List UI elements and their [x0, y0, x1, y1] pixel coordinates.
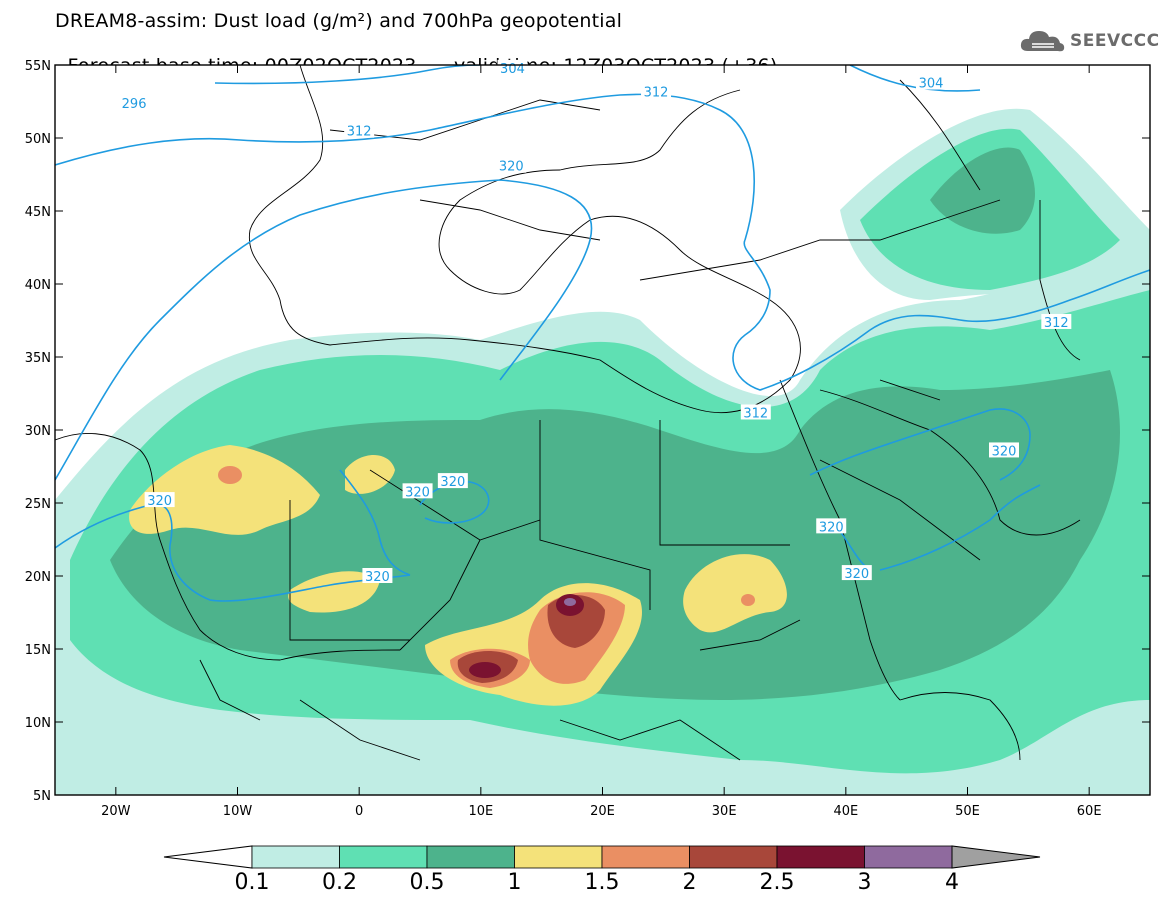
colorbar-threshold-label: 2: [682, 870, 697, 895]
cloud-icon: [1020, 31, 1065, 52]
contour-label: 312: [1044, 316, 1069, 331]
colorbar: [163, 845, 1041, 869]
colorbar-swatch: [601, 845, 690, 869]
contour-label: 304: [500, 62, 525, 77]
y-tick-label: 45N: [25, 205, 51, 220]
contour-label: 304: [919, 77, 944, 92]
colorbar-under-triangle: [163, 845, 253, 869]
colorbar-threshold-label: 3: [857, 870, 872, 895]
contour-label: 320: [499, 160, 524, 175]
x-tick-label: 50E: [955, 804, 980, 819]
colorbar-threshold-label: 4: [945, 870, 959, 895]
contour-label: 320: [405, 485, 430, 500]
x-tick-label: 20W: [101, 804, 131, 819]
colorbar-threshold-label: 1: [507, 870, 522, 895]
y-tick-label: 40N: [25, 278, 51, 293]
colorbar-threshold-label: 0.1: [234, 870, 270, 895]
colorbar-threshold-label: 0.5: [409, 870, 445, 895]
contour-label-bg: [496, 157, 527, 173]
axis-ticks: 20W 10W 0 10E 20E 30E 40E 50E 60E 55N 50N 45N 40N 35N…: [25, 59, 1150, 819]
contour-label-bg: [402, 483, 433, 499]
chart-title: DREAM8-assim: Dust load (g/m²) and 700hP…: [55, 10, 623, 32]
coastlines: [55, 65, 1081, 761]
contour-label-bg: [816, 518, 847, 534]
x-tick-label: 10E: [468, 804, 493, 819]
colorbar-swatch: [426, 845, 515, 869]
contour-label: 312: [644, 85, 669, 100]
y-tick-label: 20N: [25, 570, 51, 585]
contour-label: 296: [122, 97, 147, 112]
x-tick-label: 20E: [590, 804, 615, 819]
contour-label-bg: [437, 473, 468, 489]
x-tick-label: 0: [355, 804, 363, 819]
colorbar-threshold-label: 2.5: [759, 870, 795, 895]
colorbar-swatch: [776, 845, 865, 869]
y-tick-label: 50N: [25, 132, 51, 147]
contour-label-bg: [119, 94, 150, 110]
colorbar-swatch: [251, 845, 340, 869]
y-tick-label: 55N: [25, 59, 51, 74]
contour-label: 320: [819, 520, 844, 535]
y-tick-label: 25N: [25, 497, 51, 512]
colorbar-over-triangle: [951, 845, 1041, 869]
contour-label-bg: [740, 404, 771, 420]
y-tick-label: 15N: [25, 643, 51, 658]
colorbar-threshold-label: 0.2: [322, 870, 357, 895]
logo-text: SEEVCCC: [1070, 31, 1160, 51]
y-tick-label: 30N: [25, 424, 51, 439]
colorbar-swatch: [514, 845, 603, 869]
contour-label: 320: [365, 570, 390, 585]
contour-label-bg: [641, 83, 672, 99]
y-tick-label: 5N: [33, 789, 51, 804]
x-tick-label: 10W: [223, 804, 253, 819]
y-tick-label: 10N: [25, 716, 51, 731]
contour-label: 320: [440, 475, 465, 490]
contour-label-bg: [144, 492, 175, 508]
contour-label: 312: [347, 125, 372, 140]
x-tick-label: 40E: [833, 804, 858, 819]
contour-label: 320: [844, 567, 869, 582]
contour-label: 320: [992, 444, 1017, 459]
colorbar-swatch: [339, 845, 428, 869]
y-tick-label: 35N: [25, 351, 51, 366]
contour-label: 320: [147, 494, 172, 509]
contour-label-bg: [841, 565, 872, 581]
contour-label-bg: [497, 59, 528, 75]
contour-labels: 296 304 312 312 304 320 312 312 320 320 320 320 320 3…: [119, 59, 1072, 585]
contour-label-bg: [344, 122, 375, 138]
contour-label-bg: [362, 568, 393, 583]
colorbar-swatch: [689, 845, 778, 869]
contour-label-bg: [1041, 313, 1072, 329]
contour-label-bg: [916, 74, 946, 90]
contour-label: 312: [743, 406, 768, 421]
colorbar-threshold-label: 1.5: [584, 870, 620, 895]
x-tick-label: 60E: [1077, 804, 1102, 819]
seevccc-logo: SEEVCCC: [1018, 26, 1160, 56]
x-tick-label: 30E: [712, 804, 737, 819]
contour-label-bg: [989, 442, 1019, 458]
colorbar-swatch: [864, 845, 953, 869]
